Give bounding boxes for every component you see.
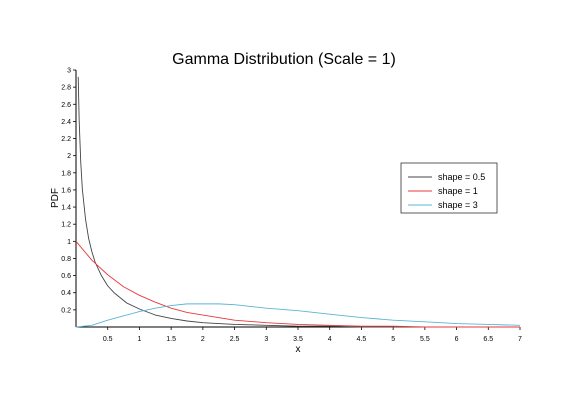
y-tick-label: 2.6 bbox=[61, 102, 71, 109]
x-tick-label: 6.5 bbox=[483, 336, 493, 343]
x-tick-label: 1.5 bbox=[166, 336, 176, 343]
x-tick-label: 7 bbox=[518, 336, 522, 343]
y-tick-label: 3 bbox=[67, 68, 71, 75]
x-tick-label: 3 bbox=[264, 336, 268, 343]
y-tick-label: 1 bbox=[67, 239, 71, 246]
x-tick-label: 4 bbox=[328, 336, 332, 343]
y-tick-label: 1.8 bbox=[61, 170, 71, 177]
x-tick-label: 6 bbox=[455, 336, 459, 343]
x-tick-label: 5.5 bbox=[420, 336, 430, 343]
y-tick-label: 1.2 bbox=[61, 222, 71, 229]
legend-label-1: shape = 0.5 bbox=[438, 172, 485, 182]
x-tick-label: 0.5 bbox=[103, 336, 113, 343]
y-ticks: 0.2 0.4 0.6 0.8 1 1.2 1.4 1.6 1.8 2 2.2 2.4 2.6 2.8 3 bbox=[61, 68, 76, 314]
y-tick-label: 2.8 bbox=[61, 85, 71, 92]
x-axis-label: x bbox=[296, 344, 301, 355]
x-tick-label: 2.5 bbox=[230, 336, 240, 343]
x-ticks: 0.5 1 1.5 2 2.5 3 3.5 4 4.5 5 5.5 6 6.5 7 bbox=[103, 327, 522, 343]
y-tick-label: 2.2 bbox=[61, 136, 71, 143]
legend-label-2: shape = 1 bbox=[438, 186, 478, 196]
y-tick-label: 0.4 bbox=[61, 290, 71, 297]
series-line-2 bbox=[75, 241, 520, 328]
y-tick-label: 0.2 bbox=[61, 307, 71, 314]
legend: shape = 0.5 shape = 1 shape = 3 bbox=[400, 162, 498, 214]
x-tick-label: 1 bbox=[137, 336, 141, 343]
series-line-3 bbox=[75, 303, 521, 328]
y-tick-label: 0.8 bbox=[61, 256, 71, 263]
y-tick-label: 1.6 bbox=[61, 187, 71, 194]
series-lines bbox=[75, 76, 521, 328]
x-tick-label: 4.5 bbox=[357, 336, 367, 343]
y-tick-label: 0.6 bbox=[61, 273, 71, 280]
x-tick-label: 5 bbox=[391, 336, 395, 343]
y-tick-label: 1.4 bbox=[61, 205, 71, 212]
series-line-1 bbox=[77, 76, 520, 328]
y-axis-label: PDF bbox=[50, 188, 61, 208]
x-tick-label: 2 bbox=[201, 336, 205, 343]
chart-title: Gamma Distribution (Scale = 1) bbox=[172, 51, 396, 68]
x-tick-label: 3.5 bbox=[293, 336, 303, 343]
y-tick-label: 2 bbox=[67, 153, 71, 160]
y-tick-label: 2.4 bbox=[61, 119, 71, 126]
legend-label-3: shape = 3 bbox=[438, 200, 478, 210]
